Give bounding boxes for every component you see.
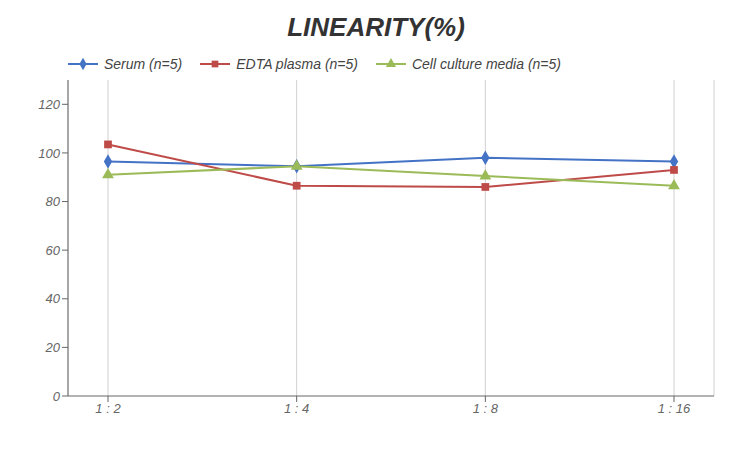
html-text:EDTA plasma (n=5): EDTA plasma (n=5) — [236, 56, 358, 72]
svg-text:1 : 2: 1 : 2 — [95, 401, 121, 416]
svg-text:80: 80 — [46, 194, 61, 209]
svg-text:20: 20 — [45, 340, 61, 355]
svg-text:100: 100 — [38, 146, 60, 161]
html-text:Serum (n=5): Serum (n=5) — [104, 56, 183, 72]
svg-text:120: 120 — [38, 97, 60, 112]
svg-text:1 : 16: 1 : 16 — [658, 401, 691, 416]
svg-text:0: 0 — [53, 389, 61, 404]
svg-text:1 : 8: 1 : 8 — [473, 401, 499, 416]
svg-text:1 : 4: 1 : 4 — [284, 401, 309, 416]
html-text:LINEARITY(%): LINEARITY(%) — [287, 12, 465, 42]
html-text:Cell culture media (n=5): Cell culture media (n=5) — [412, 56, 561, 72]
svg-text:60: 60 — [46, 243, 61, 258]
svg-text:40: 40 — [46, 291, 61, 306]
